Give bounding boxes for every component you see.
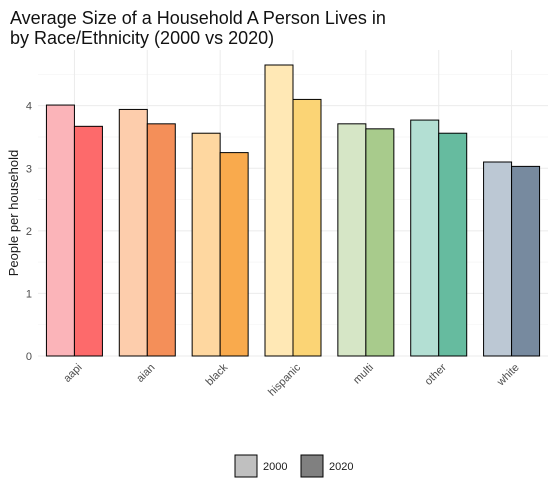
bar-other-2020 [438,132,468,357]
bar-hispanic-2020 [292,98,322,357]
bar-multi-2020 [365,128,395,357]
y-tick-label: 4 [26,101,32,113]
y-axis-label: People per household [6,150,21,277]
chart-title-line: by Race/Ethnicity (2000 vs 2020) [10,28,274,48]
legend-label-2020: 2020 [329,461,353,473]
chart-title-line: Average Size of a Household A Person Liv… [10,8,386,28]
legend-swatch-2000 [234,454,258,478]
legend-label-2000: 2000 [263,461,287,473]
bar-aian-2020 [146,123,176,357]
bar-hispanic-2000 [264,64,294,357]
bar-white-2000 [483,161,513,357]
x-tick-label-white: white [494,362,521,389]
x-axis-ticks: aapi aian black hispanic multi other white [61,361,521,398]
bar-aapi-2020 [73,125,103,357]
y-axis-ticks: 0 1 2 3 4 [26,101,32,363]
x-tick-label-other: other [423,361,449,387]
x-tick-label-aapi: aapi [61,362,84,385]
bar-white-2020 [511,165,541,357]
bar-multi-2000 [337,123,367,357]
x-tick-label-hispanic: hispanic [266,361,303,398]
bar-black-2020 [219,152,249,357]
bar-aapi-2000 [45,104,75,357]
x-tick-label-multi: multi [351,362,376,387]
chart-title: Average Size of a Household A Person Liv… [10,8,386,48]
bars [45,64,541,357]
bar-other-2000 [410,119,440,357]
y-tick-label: 1 [26,288,32,300]
y-tick-label: 3 [26,163,32,175]
legend-swatch-2020 [300,454,324,478]
bar-black-2000 [191,132,221,357]
bar-aian-2000 [118,108,148,357]
legend: 2000 2020 [234,454,353,478]
x-tick-label-black: black [204,361,231,388]
x-tick-label-aian: aian [134,362,157,385]
y-tick-label: 0 [26,351,32,363]
y-tick-label: 2 [26,226,32,238]
